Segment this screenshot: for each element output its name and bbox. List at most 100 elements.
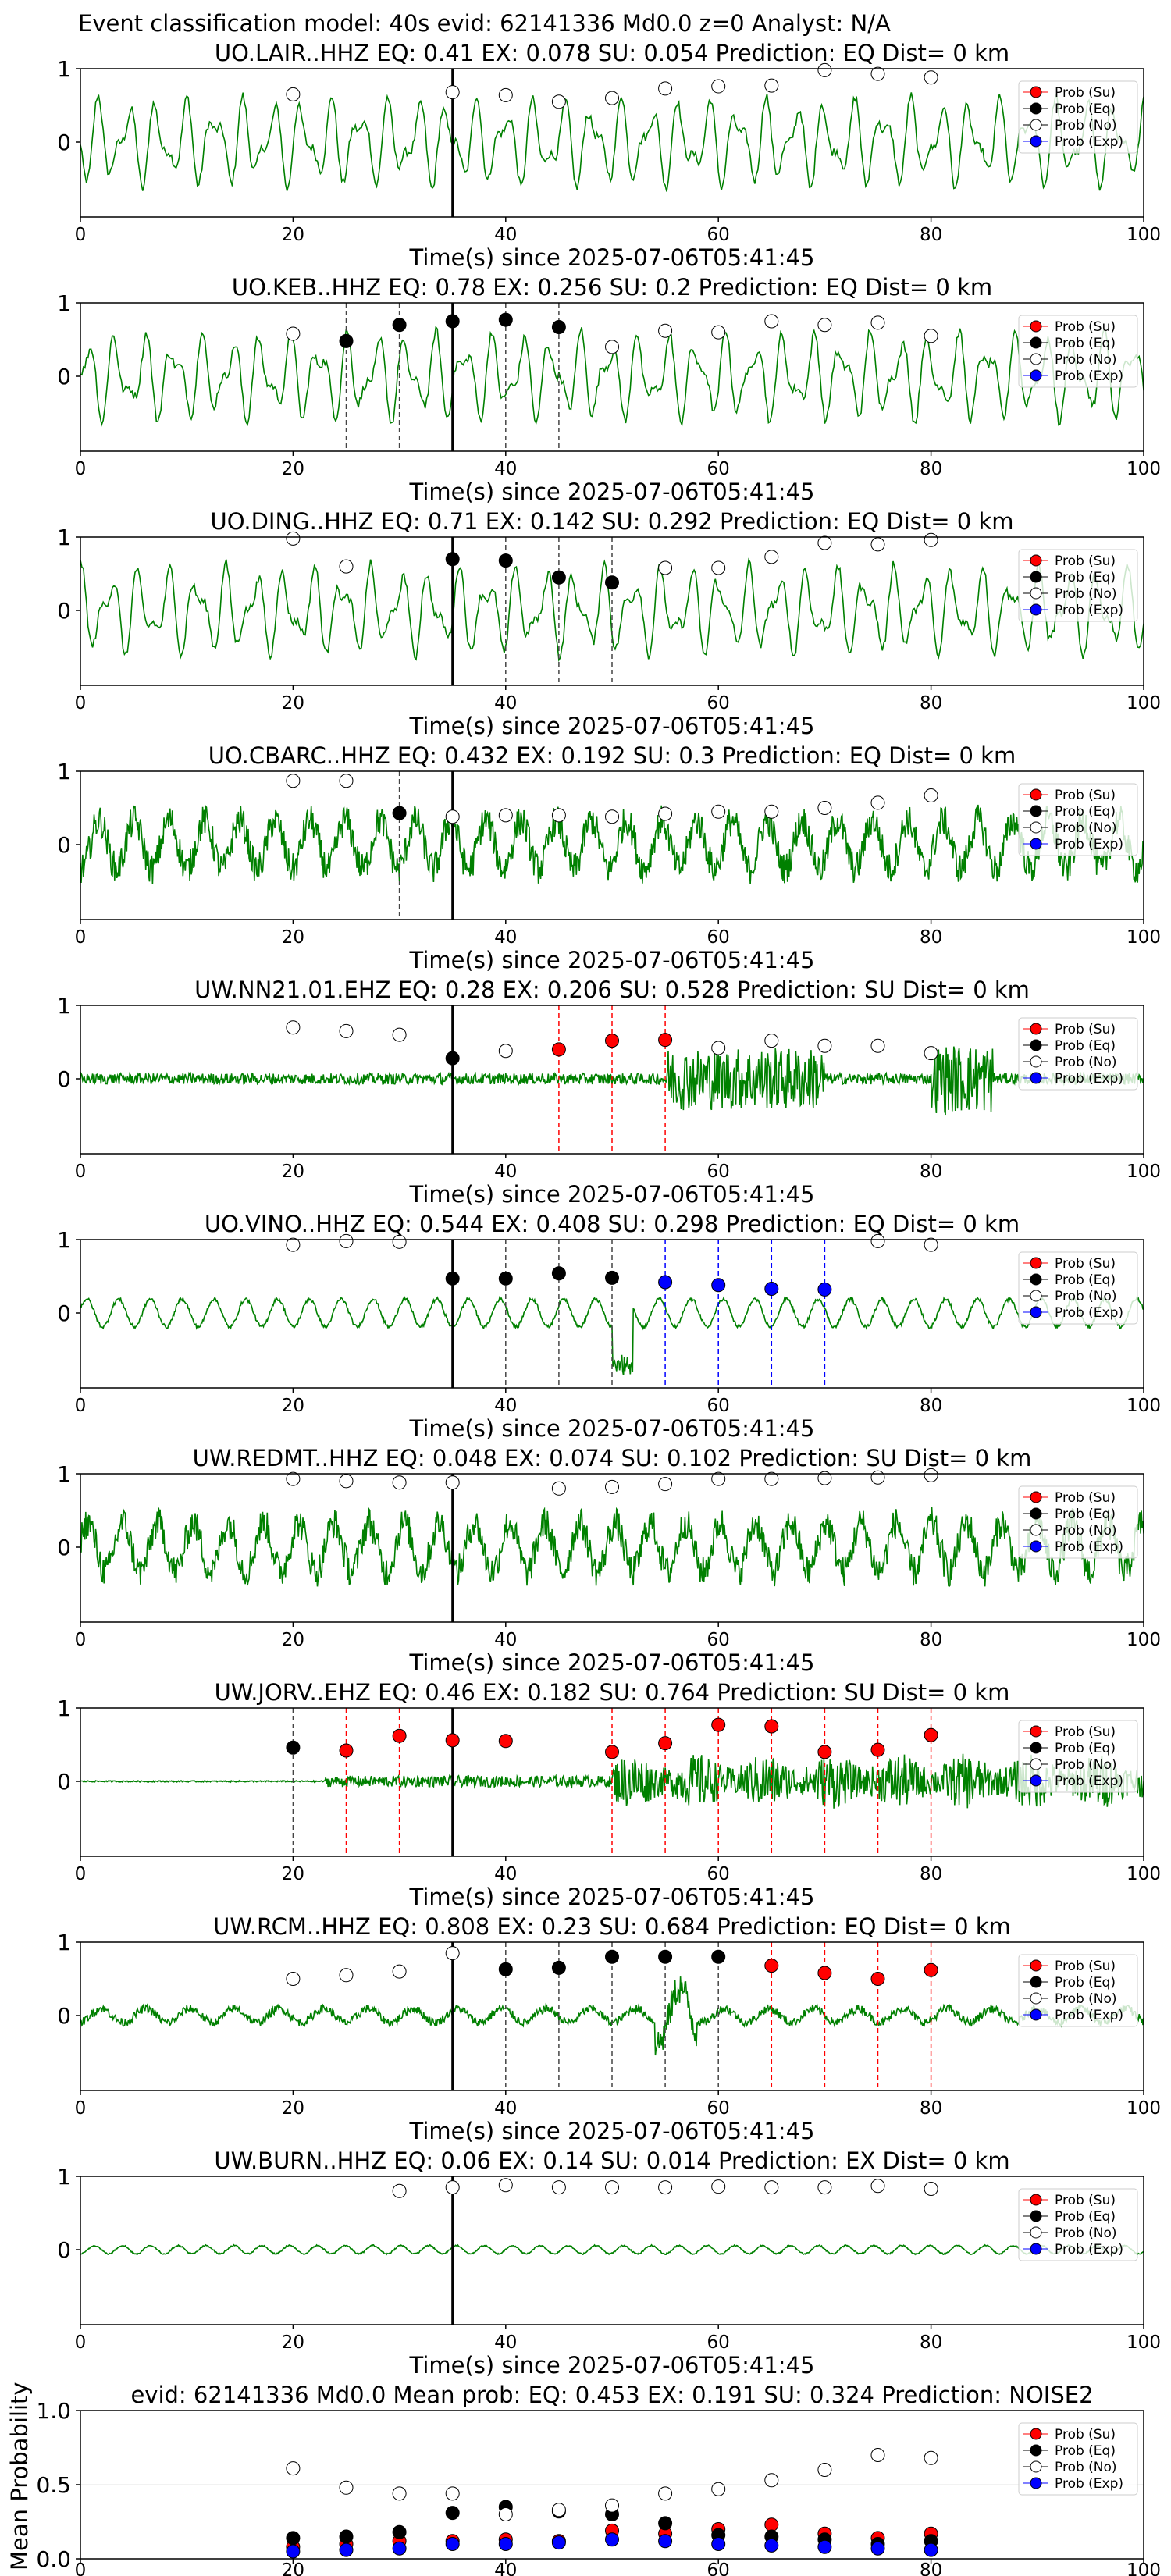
x-axis-label: Time(s) since 2025-07-06T05:41:45 bbox=[409, 1649, 815, 1676]
x-tick-label: 40 bbox=[494, 2098, 517, 2119]
prob-point-no bbox=[658, 323, 673, 338]
legend-marker-eq bbox=[1030, 1273, 1042, 1286]
axes-frame bbox=[80, 68, 1144, 218]
legend-label: Prob (No) bbox=[1055, 118, 1117, 133]
x-tick-label: 20 bbox=[282, 2560, 304, 2576]
prob-point-eq bbox=[392, 806, 407, 820]
legend-label: Prob (Su) bbox=[1055, 1724, 1116, 1740]
prob-point-no bbox=[924, 788, 938, 803]
legend-marker-no bbox=[1030, 2226, 1042, 2239]
station-panel: UW.BURN..HHZ EQ: 0.06 EX: 0.14 SU: 0.014… bbox=[57, 2147, 1161, 2379]
prob-point-no bbox=[711, 2179, 726, 2194]
y-tick-label: 1 bbox=[57, 525, 71, 550]
y-tick-label: 1 bbox=[57, 56, 71, 82]
prob-point-eq bbox=[658, 1949, 673, 1964]
station-panel: UW.NN21.01.EHZ EQ: 0.28 EX: 0.206 SU: 0.… bbox=[57, 977, 1161, 1208]
prob-point-no bbox=[551, 2180, 566, 2195]
legend-marker-exp bbox=[1030, 1540, 1042, 1553]
legend-label: Prob (Su) bbox=[1055, 1256, 1116, 1272]
prob-point-no bbox=[286, 531, 301, 546]
y-tick-label: 1 bbox=[57, 2164, 71, 2190]
x-tick-label: 20 bbox=[282, 2098, 304, 2119]
station-panel: UO.VINO..HHZ EQ: 0.544 EX: 0.408 SU: 0.2… bbox=[57, 1211, 1161, 1442]
x-tick-label: 40 bbox=[494, 693, 517, 713]
prob-point-no bbox=[870, 1470, 885, 1485]
y-tick-label: 1 bbox=[57, 1695, 71, 1721]
prob-point-no bbox=[711, 560, 726, 575]
x-tick-label: 60 bbox=[707, 225, 730, 245]
prob-point-no bbox=[817, 318, 832, 333]
prob-point-no bbox=[817, 2180, 832, 2195]
x-tick-label: 0 bbox=[75, 1396, 87, 1416]
prob-point-no bbox=[870, 1233, 885, 1248]
y-tick-label: 1.0 bbox=[36, 2398, 71, 2424]
x-tick-label: 60 bbox=[707, 2098, 730, 2119]
y-tick-label: 0.5 bbox=[36, 2472, 71, 2498]
prob-point-no bbox=[711, 1471, 726, 1486]
x-axis-label: Time(s) since 2025-07-06T05:41:45 bbox=[409, 713, 815, 739]
prob-point-exp bbox=[817, 1282, 832, 1297]
prob-point-su bbox=[764, 1719, 779, 1734]
station-panel: UW.REDMT..HHZ EQ: 0.048 EX: 0.074 SU: 0.… bbox=[57, 1445, 1161, 1676]
x-tick-label: 100 bbox=[1127, 927, 1161, 948]
prob-point-eq bbox=[392, 318, 407, 333]
x-tick-label: 40 bbox=[494, 2332, 517, 2353]
prob-point-no bbox=[392, 1027, 407, 1042]
mean-prob-point-no bbox=[286, 2461, 301, 2476]
legend-label: Prob (Su) bbox=[1055, 319, 1116, 335]
prob-point-no bbox=[870, 1038, 885, 1053]
prob-point-no bbox=[339, 1474, 354, 1489]
legend-label: Prob (Eq) bbox=[1055, 1507, 1116, 1522]
legend-label: Prob (Su) bbox=[1055, 1022, 1116, 1037]
y-tick-label: 0 bbox=[57, 364, 71, 390]
legend-marker-no bbox=[1030, 1992, 1042, 2005]
mean-prob-point-exp bbox=[711, 2537, 726, 2551]
prob-point-su bbox=[764, 1959, 779, 1973]
legend-marker-eq bbox=[1030, 2444, 1042, 2457]
y-tick-label: 0 bbox=[57, 1300, 71, 1326]
mean-prob-point-no bbox=[445, 2486, 460, 2501]
x-axis-label: Time(s) since 2025-07-06T05:41:45 bbox=[409, 2118, 815, 2144]
x-tick-label: 80 bbox=[920, 459, 942, 479]
prob-point-no bbox=[764, 78, 779, 93]
legend-marker-exp bbox=[1030, 1072, 1042, 1084]
legend-marker-exp bbox=[1030, 838, 1042, 850]
prob-point-no bbox=[870, 66, 885, 81]
prob-point-no bbox=[498, 87, 513, 102]
mean-prob-point-exp bbox=[551, 2535, 566, 2550]
legend-marker-no bbox=[1030, 821, 1042, 834]
prob-point-no bbox=[924, 70, 938, 85]
mean-prob-point-no bbox=[924, 2450, 938, 2465]
legend-marker-no bbox=[1030, 1055, 1042, 1068]
legend-marker-eq bbox=[1030, 2210, 1042, 2222]
prob-point-no bbox=[392, 1475, 407, 1490]
prob-point-no bbox=[711, 325, 726, 340]
x-axis-label: Time(s) since 2025-07-06T05:41:45 bbox=[409, 2352, 815, 2379]
legend-frame bbox=[1018, 549, 1138, 622]
x-tick-label: 60 bbox=[707, 1162, 730, 1182]
panel-title: UO.KEB..HHZ EQ: 0.78 EX: 0.256 SU: 0.2 P… bbox=[232, 274, 992, 301]
legend: Prob (Su)Prob (Eq)Prob (No)Prob (Exp) bbox=[1018, 1251, 1138, 1325]
prob-point-su bbox=[817, 1745, 832, 1759]
prob-point-eq bbox=[711, 1949, 726, 1964]
prob-point-eq bbox=[286, 1740, 301, 1755]
prob-point-no bbox=[817, 801, 832, 815]
prob-point-exp bbox=[764, 1281, 779, 1296]
legend-marker-su bbox=[1030, 1725, 1042, 1738]
legend-label: Prob (No) bbox=[1055, 586, 1117, 602]
legend-frame bbox=[1018, 315, 1138, 388]
y-tick-label: 1 bbox=[57, 759, 71, 785]
x-tick-label: 40 bbox=[494, 927, 517, 948]
prob-point-eq bbox=[498, 312, 513, 327]
prob-point-su bbox=[392, 1728, 407, 1743]
axes-frame bbox=[80, 302, 1144, 452]
legend-marker-su bbox=[1030, 320, 1042, 333]
x-tick-label: 40 bbox=[494, 1396, 517, 1416]
y-tick-label: 1 bbox=[57, 1930, 71, 1955]
prob-point-no bbox=[445, 1946, 460, 1961]
prob-point-eq bbox=[605, 1270, 619, 1285]
mean-prob-point-exp bbox=[286, 2544, 301, 2559]
figure-suptitle: Event classification model: 40s evid: 62… bbox=[78, 10, 891, 37]
axes-frame bbox=[80, 1473, 1144, 1623]
